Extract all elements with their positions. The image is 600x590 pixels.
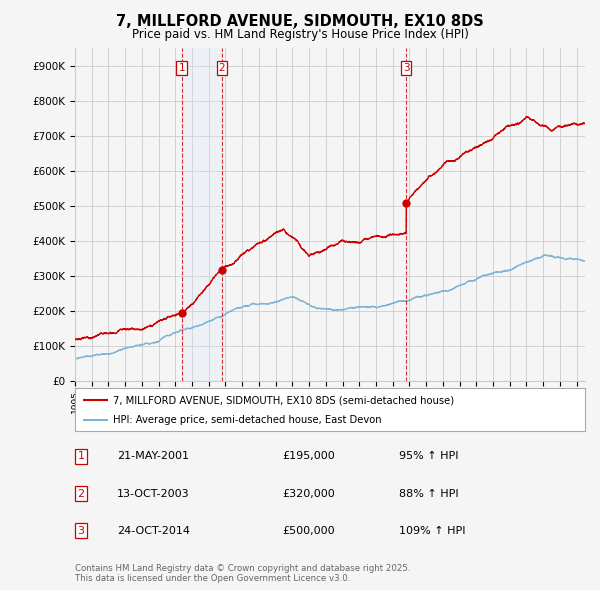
- Text: 24-OCT-2014: 24-OCT-2014: [117, 526, 190, 536]
- Text: 2: 2: [77, 489, 85, 499]
- Text: 21-MAY-2001: 21-MAY-2001: [117, 451, 189, 461]
- Text: 88% ↑ HPI: 88% ↑ HPI: [399, 489, 458, 499]
- Text: 13-OCT-2003: 13-OCT-2003: [117, 489, 190, 499]
- Text: Contains HM Land Registry data © Crown copyright and database right 2025.
This d: Contains HM Land Registry data © Crown c…: [75, 563, 410, 583]
- Text: 3: 3: [77, 526, 85, 536]
- Text: 1: 1: [178, 63, 185, 73]
- Text: 7, MILLFORD AVENUE, SIDMOUTH, EX10 8DS (semi-detached house): 7, MILLFORD AVENUE, SIDMOUTH, EX10 8DS (…: [113, 395, 454, 405]
- Text: 7, MILLFORD AVENUE, SIDMOUTH, EX10 8DS: 7, MILLFORD AVENUE, SIDMOUTH, EX10 8DS: [116, 14, 484, 29]
- Text: £195,000: £195,000: [282, 451, 335, 461]
- Text: 2: 2: [218, 63, 225, 73]
- Text: 3: 3: [403, 63, 410, 73]
- Text: HPI: Average price, semi-detached house, East Devon: HPI: Average price, semi-detached house,…: [113, 415, 382, 425]
- Text: £320,000: £320,000: [282, 489, 335, 499]
- Bar: [182, 48, 222, 381]
- Text: 109% ↑ HPI: 109% ↑ HPI: [399, 526, 466, 536]
- Text: 95% ↑ HPI: 95% ↑ HPI: [399, 451, 458, 461]
- Text: £500,000: £500,000: [282, 526, 335, 536]
- Text: 1: 1: [77, 451, 85, 461]
- Text: Price paid vs. HM Land Registry's House Price Index (HPI): Price paid vs. HM Land Registry's House …: [131, 28, 469, 41]
